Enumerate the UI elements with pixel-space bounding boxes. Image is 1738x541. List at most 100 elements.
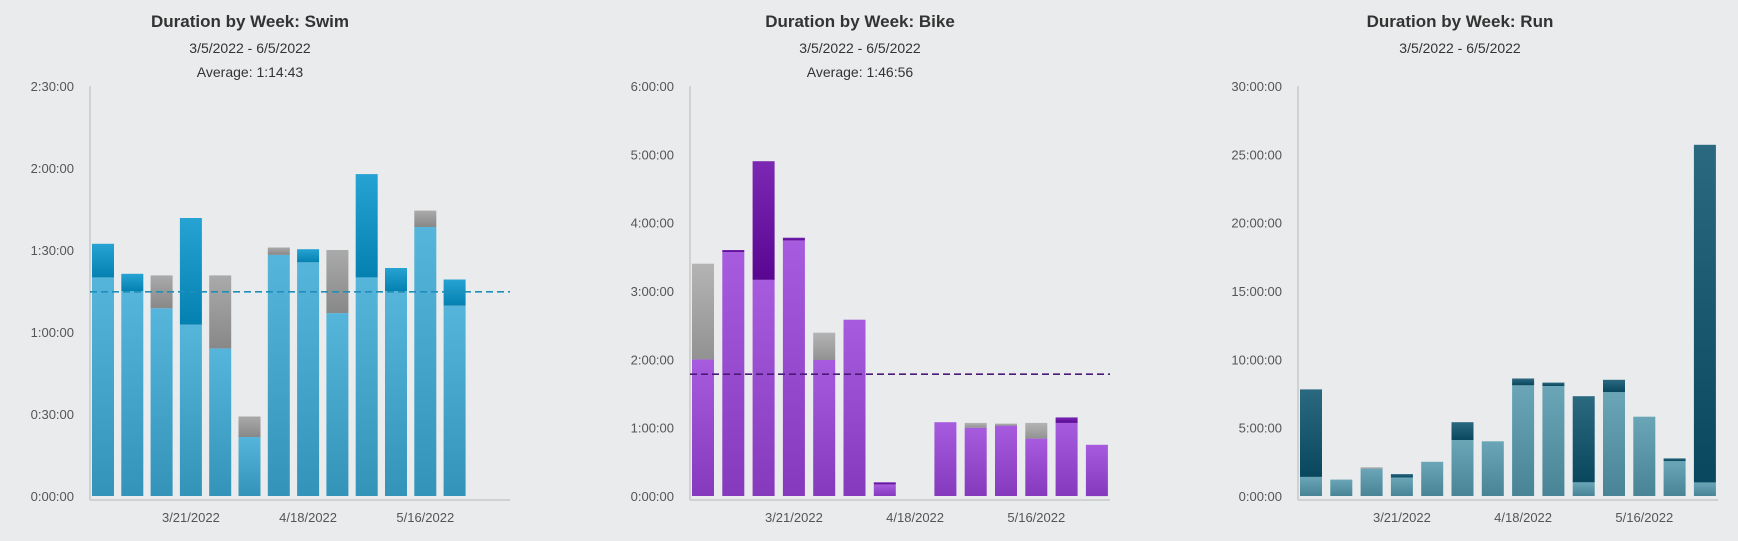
bike-y-tick-label: 1:00:00 [631,421,674,436]
run-bar-segment [1603,379,1625,393]
run-bar-segment [1360,468,1383,496]
bike-x-tick-label: 5/16/2022 [1007,510,1065,525]
run-y-tick-label: 25:00:00 [1231,147,1282,162]
bike-bar-segment [692,263,714,360]
bike-bar-segment [752,161,775,280]
bike-y-tick-label: 6:00:00 [631,79,674,94]
run-y-tick-label: 30:00:00 [1231,79,1282,94]
bike-chart-average: Average: 1:46:56 [806,64,914,80]
run-bar-segment [1360,467,1383,469]
run-bar-segment [1300,389,1322,477]
bike-bar-segment [873,484,896,496]
run-x-tick-label: 3/21/2022 [1373,510,1431,525]
bike-bar-segment [934,422,957,496]
bike-x-tick-label: 3/21/2022 [765,510,823,525]
swim-bar-segment [326,250,349,314]
run-bar-segment [1421,461,1444,496]
run-y-tick-label: 20:00:00 [1231,216,1282,231]
swim-y-tick-label: 2:00:00 [31,161,74,176]
swim-bar-segment [443,305,466,496]
run-bar-segment [1693,482,1716,496]
swim-bar-segment [209,348,232,496]
bike-bar-segment [995,425,1017,496]
bike-bar-segment [813,360,836,496]
run-bar-segment [1481,441,1504,496]
swim-bar-segment [414,227,437,496]
swim-chart-title: Duration by Week: Swim [150,12,350,31]
run-bar-segment [1572,482,1595,496]
bike-bar-segment [1025,422,1048,439]
run-y-tick-label: 0:00:00 [1239,489,1282,504]
swim-chart-date-range: 3/5/2022 - 6/5/2022 [189,40,311,56]
run-bar-segment [1542,386,1565,496]
bike-y-tick-label: 3:00:00 [631,284,674,299]
bike-y-tick-label: 2:00:00 [631,352,674,367]
swim-bar-segment [414,210,437,227]
bike-bar-segment [1085,444,1108,497]
bike-y-tick-label: 5:00:00 [631,147,674,162]
swim-bar-segment [238,416,261,437]
swim-bar-segment [121,291,144,496]
swim-chart-average: Average: 1:14:43 [196,64,304,80]
bike-y-tick-label: 0:00:00 [631,489,674,504]
run-bar-segment [1451,422,1474,440]
swim-bar-segment [297,262,320,496]
bike-bar-segment [722,250,745,253]
run-bar-segment [1663,461,1686,496]
bike-bar-segment [995,423,1017,426]
run-bar-segment [1693,144,1716,483]
swim-bar-segment [355,174,378,278]
swim-y-tick-label: 0:30:00 [31,407,74,422]
swim-y-tick-label: 2:30:00 [31,79,74,94]
swim-bar-segment [267,247,290,255]
bike-bar-segment [692,359,714,496]
run-x-tick-label: 5/16/2022 [1615,510,1673,525]
swim-bar-segment [92,277,114,496]
run-chart-panel: Duration by Week: Run 3/5/2022 - 6/5/202… [1200,0,1720,541]
bike-bar-segment [1025,438,1048,496]
swim-bar-segment [121,273,144,291]
run-bar-segment [1633,416,1656,496]
bike-bar-segment [873,482,896,485]
run-bar-segment [1542,382,1565,386]
run-y-tick-label: 15:00:00 [1231,284,1282,299]
swim-x-tick-label: 4/18/2022 [279,510,337,525]
run-chart-date-range: 3/5/2022 - 6/5/2022 [1399,40,1521,56]
bike-bar-segment [843,319,866,496]
bike-bar-segment [964,422,987,428]
run-bar-segment [1663,458,1686,462]
bike-bar-segment [782,240,805,496]
run-bar-segment [1572,396,1595,483]
bike-chart-title: Duration by Week: Bike [765,12,955,31]
swim-y-tick-label: 0:00:00 [31,489,74,504]
swim-bar-segment [92,243,114,278]
swim-bar-segment [150,308,173,496]
swim-bar-segment [238,437,261,496]
run-x-tick-label: 4/18/2022 [1494,510,1552,525]
swim-y-tick-label: 1:30:00 [31,243,74,258]
run-bar-segment [1300,476,1322,496]
bike-x-tick-label: 4/18/2022 [886,510,944,525]
bike-bar-segment [813,332,836,360]
run-duration-chart: 0:00:00 5:00:00 10:00:00 15:00:00 20:00:00 25… [1231,79,1718,525]
run-bar-segment [1390,477,1413,496]
swim-bar-segment [209,275,232,349]
bike-bar-segment [964,427,987,496]
swim-y-tick-label: 1:00:00 [31,325,74,340]
swim-bar-segment [267,254,290,496]
run-y-tick-label: 5:00:00 [1239,421,1282,436]
bike-chart-date-range: 3/5/2022 - 6/5/2022 [799,40,921,56]
run-bar-segment [1390,474,1413,478]
run-bar-segment [1603,392,1625,496]
swim-bar-segment [179,218,202,325]
swim-x-tick-label: 5/16/2022 [396,510,454,525]
bike-bar-segment [752,279,775,496]
bike-bar-segment [1055,417,1078,423]
swim-bar-segment [326,313,349,496]
swim-bar-segment [385,291,407,496]
bike-y-tick-label: 4:00:00 [631,216,674,231]
bike-bar-segment [722,252,745,496]
swim-bar-segment [179,324,202,496]
swim-bar-segment [355,277,378,496]
bike-bar-segment [1055,422,1078,496]
